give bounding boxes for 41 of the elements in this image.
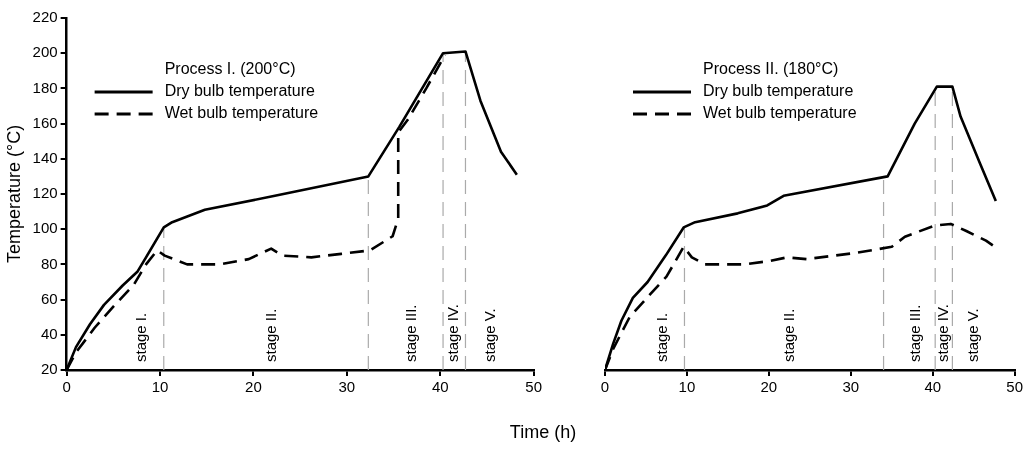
y-tick-label: 80 (40, 254, 58, 272)
y-tick-label: 220 (32, 8, 58, 26)
annotation: stage I. (652, 312, 670, 362)
x-tick-label: 0 (600, 378, 610, 396)
legend-title: Process II. (180°C) (703, 60, 839, 78)
annotation: stage IV. (933, 304, 951, 362)
annotation: stage III. (905, 304, 923, 362)
legend-label: Dry bulb temperature (164, 82, 316, 100)
annotation: stage V. (481, 308, 499, 362)
annotation: stage II. (780, 308, 798, 362)
y-tick-label: 140 (32, 148, 58, 166)
legend-label: Dry bulb temperature (703, 82, 854, 100)
x-tick-label: 50 (525, 378, 542, 396)
y-tick-label: 100 (32, 219, 58, 237)
legend-label: Wet bulb temperature (703, 104, 857, 122)
x-tick-label: 50 (1006, 378, 1023, 396)
legend-title: Process I. (200°C) (164, 60, 296, 78)
x-tick-label: 10 (151, 378, 169, 396)
annotation: stage IV. (444, 304, 462, 362)
y-tick-label: 40 (40, 324, 58, 342)
y-tick-label: 120 (32, 184, 58, 202)
y-tick-label: 200 (32, 43, 58, 61)
x-axis-title: Time (h) (508, 422, 578, 443)
x-tick-label: 20 (245, 378, 262, 396)
y-tick-label: 20 (40, 360, 58, 378)
y-axis-title: Temperature (°C) (3, 124, 24, 264)
annotation: stage III. (401, 304, 419, 362)
annotation: stage V. (964, 308, 982, 362)
x-tick-label: 0 (62, 378, 71, 396)
annotation: stage II. (262, 308, 280, 362)
x-tick-label: 10 (678, 378, 696, 396)
x-tick-label: 20 (760, 378, 778, 396)
x-tick-label: 30 (842, 378, 860, 396)
x-tick-label: 30 (338, 378, 356, 396)
y-tick-label: 60 (40, 289, 58, 307)
y-tick-label: 180 (32, 78, 58, 96)
y-tick-label: 160 (32, 113, 58, 131)
annotation: stage I. (131, 312, 149, 362)
x-tick-label: 40 (924, 378, 942, 396)
x-tick-label: 40 (431, 378, 449, 396)
legend-label: Wet bulb temperature (164, 104, 319, 122)
